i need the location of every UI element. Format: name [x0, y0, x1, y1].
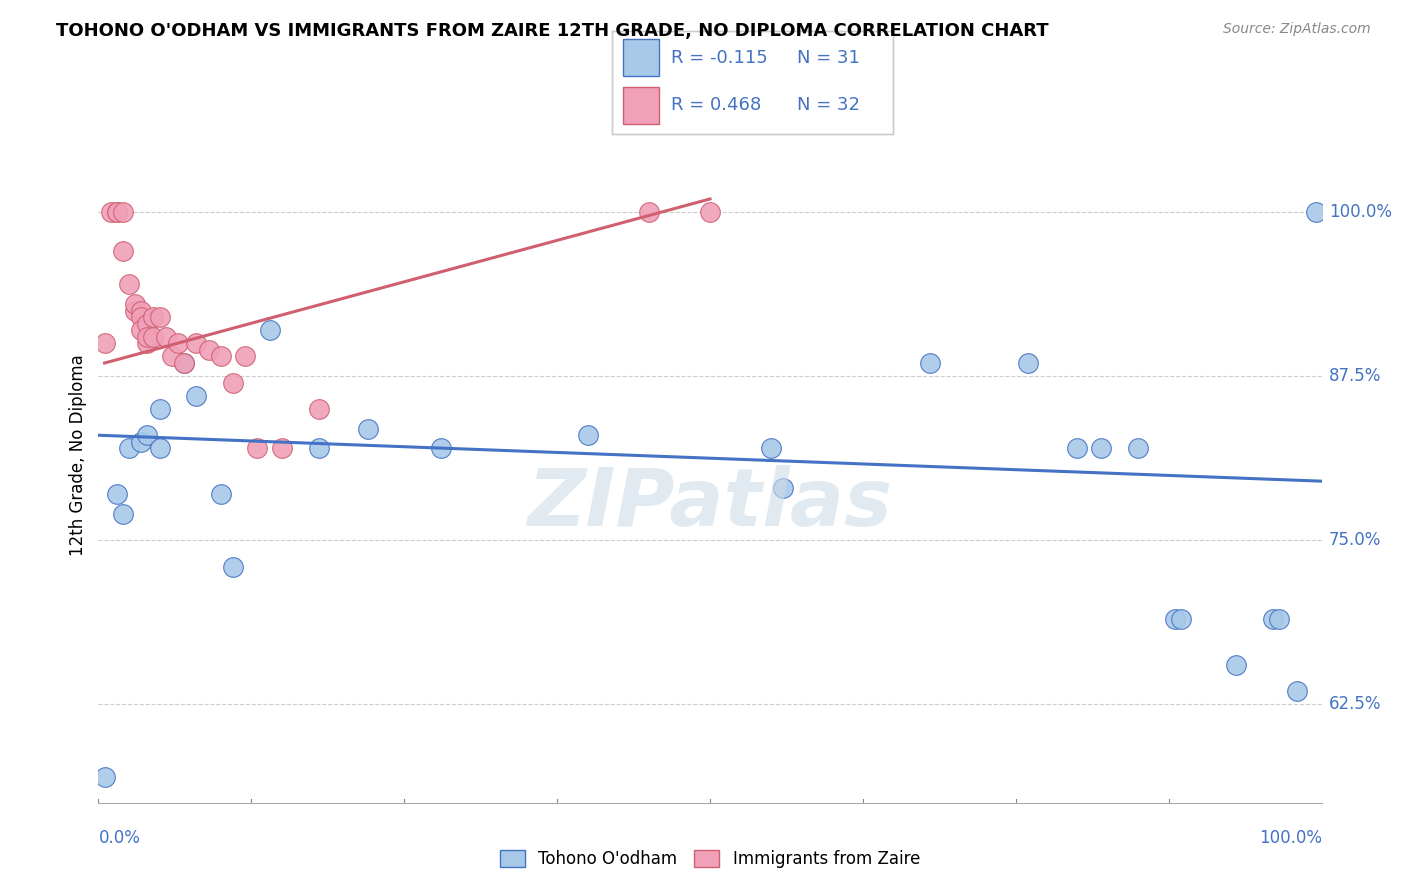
Point	[124, 297, 146, 311]
Point	[149, 401, 172, 416]
Point	[124, 303, 146, 318]
Point	[1268, 612, 1291, 626]
Point	[149, 442, 172, 456]
Point	[149, 310, 172, 324]
Point	[129, 310, 152, 324]
Point	[1305, 205, 1327, 219]
Point	[772, 481, 794, 495]
Point	[246, 442, 269, 456]
Text: N = 32: N = 32	[797, 96, 860, 114]
Text: ZIPatlas: ZIPatlas	[527, 465, 893, 542]
Point	[111, 244, 134, 259]
Point	[93, 336, 115, 351]
Point	[1225, 657, 1247, 672]
Point	[761, 442, 783, 456]
Point	[1066, 442, 1088, 456]
Point	[111, 205, 134, 219]
Point	[136, 330, 159, 344]
Point	[118, 442, 141, 456]
Point	[173, 356, 195, 370]
Point	[1164, 612, 1187, 626]
Text: 100.0%: 100.0%	[1258, 830, 1322, 847]
Point	[1090, 442, 1112, 456]
Point	[1286, 684, 1309, 698]
Point	[129, 303, 152, 318]
Point	[920, 356, 942, 370]
Point	[1017, 356, 1039, 370]
Legend: Tohono O'odham, Immigrants from Zaire: Tohono O'odham, Immigrants from Zaire	[494, 843, 927, 874]
Text: R = 0.468: R = 0.468	[671, 96, 761, 114]
Point	[111, 507, 134, 521]
Point	[173, 356, 195, 370]
Text: 0.0%: 0.0%	[98, 830, 141, 847]
Point	[1128, 442, 1150, 456]
Point	[1261, 612, 1284, 626]
Point	[93, 770, 115, 784]
Point	[209, 350, 232, 364]
Point	[430, 442, 453, 456]
Point	[105, 205, 128, 219]
Point	[222, 376, 245, 390]
Point	[186, 336, 208, 351]
Point	[118, 277, 141, 292]
Point	[155, 330, 177, 344]
Point	[233, 350, 256, 364]
Point	[356, 422, 378, 436]
FancyBboxPatch shape	[623, 87, 659, 124]
Text: N = 31: N = 31	[797, 49, 860, 67]
Text: 75.0%: 75.0%	[1329, 532, 1381, 549]
Point	[197, 343, 219, 357]
Y-axis label: 12th Grade, No Diploma: 12th Grade, No Diploma	[69, 354, 87, 556]
Point	[136, 317, 159, 331]
Point	[308, 442, 330, 456]
Point	[129, 434, 152, 449]
Text: TOHONO O'ODHAM VS IMMIGRANTS FROM ZAIRE 12TH GRADE, NO DIPLOMA CORRELATION CHART: TOHONO O'ODHAM VS IMMIGRANTS FROM ZAIRE …	[56, 22, 1049, 40]
Point	[167, 336, 190, 351]
Point	[100, 205, 122, 219]
Point	[576, 428, 599, 442]
Point	[160, 350, 183, 364]
Point	[308, 401, 330, 416]
Point	[186, 389, 208, 403]
Point	[270, 442, 294, 456]
FancyBboxPatch shape	[623, 39, 659, 77]
Text: 62.5%: 62.5%	[1329, 696, 1381, 714]
Point	[259, 323, 281, 337]
Point	[209, 487, 232, 501]
Point	[136, 428, 159, 442]
Point	[105, 205, 128, 219]
Point	[222, 559, 245, 574]
Point	[142, 330, 165, 344]
Text: Source: ZipAtlas.com: Source: ZipAtlas.com	[1223, 22, 1371, 37]
Point	[129, 323, 152, 337]
Text: 87.5%: 87.5%	[1329, 368, 1381, 385]
Point	[1170, 612, 1192, 626]
Point	[136, 336, 159, 351]
Point	[105, 487, 128, 501]
Point	[142, 310, 165, 324]
Point	[637, 205, 661, 219]
Point	[699, 205, 721, 219]
Text: 100.0%: 100.0%	[1329, 203, 1392, 221]
Text: R = -0.115: R = -0.115	[671, 49, 768, 67]
